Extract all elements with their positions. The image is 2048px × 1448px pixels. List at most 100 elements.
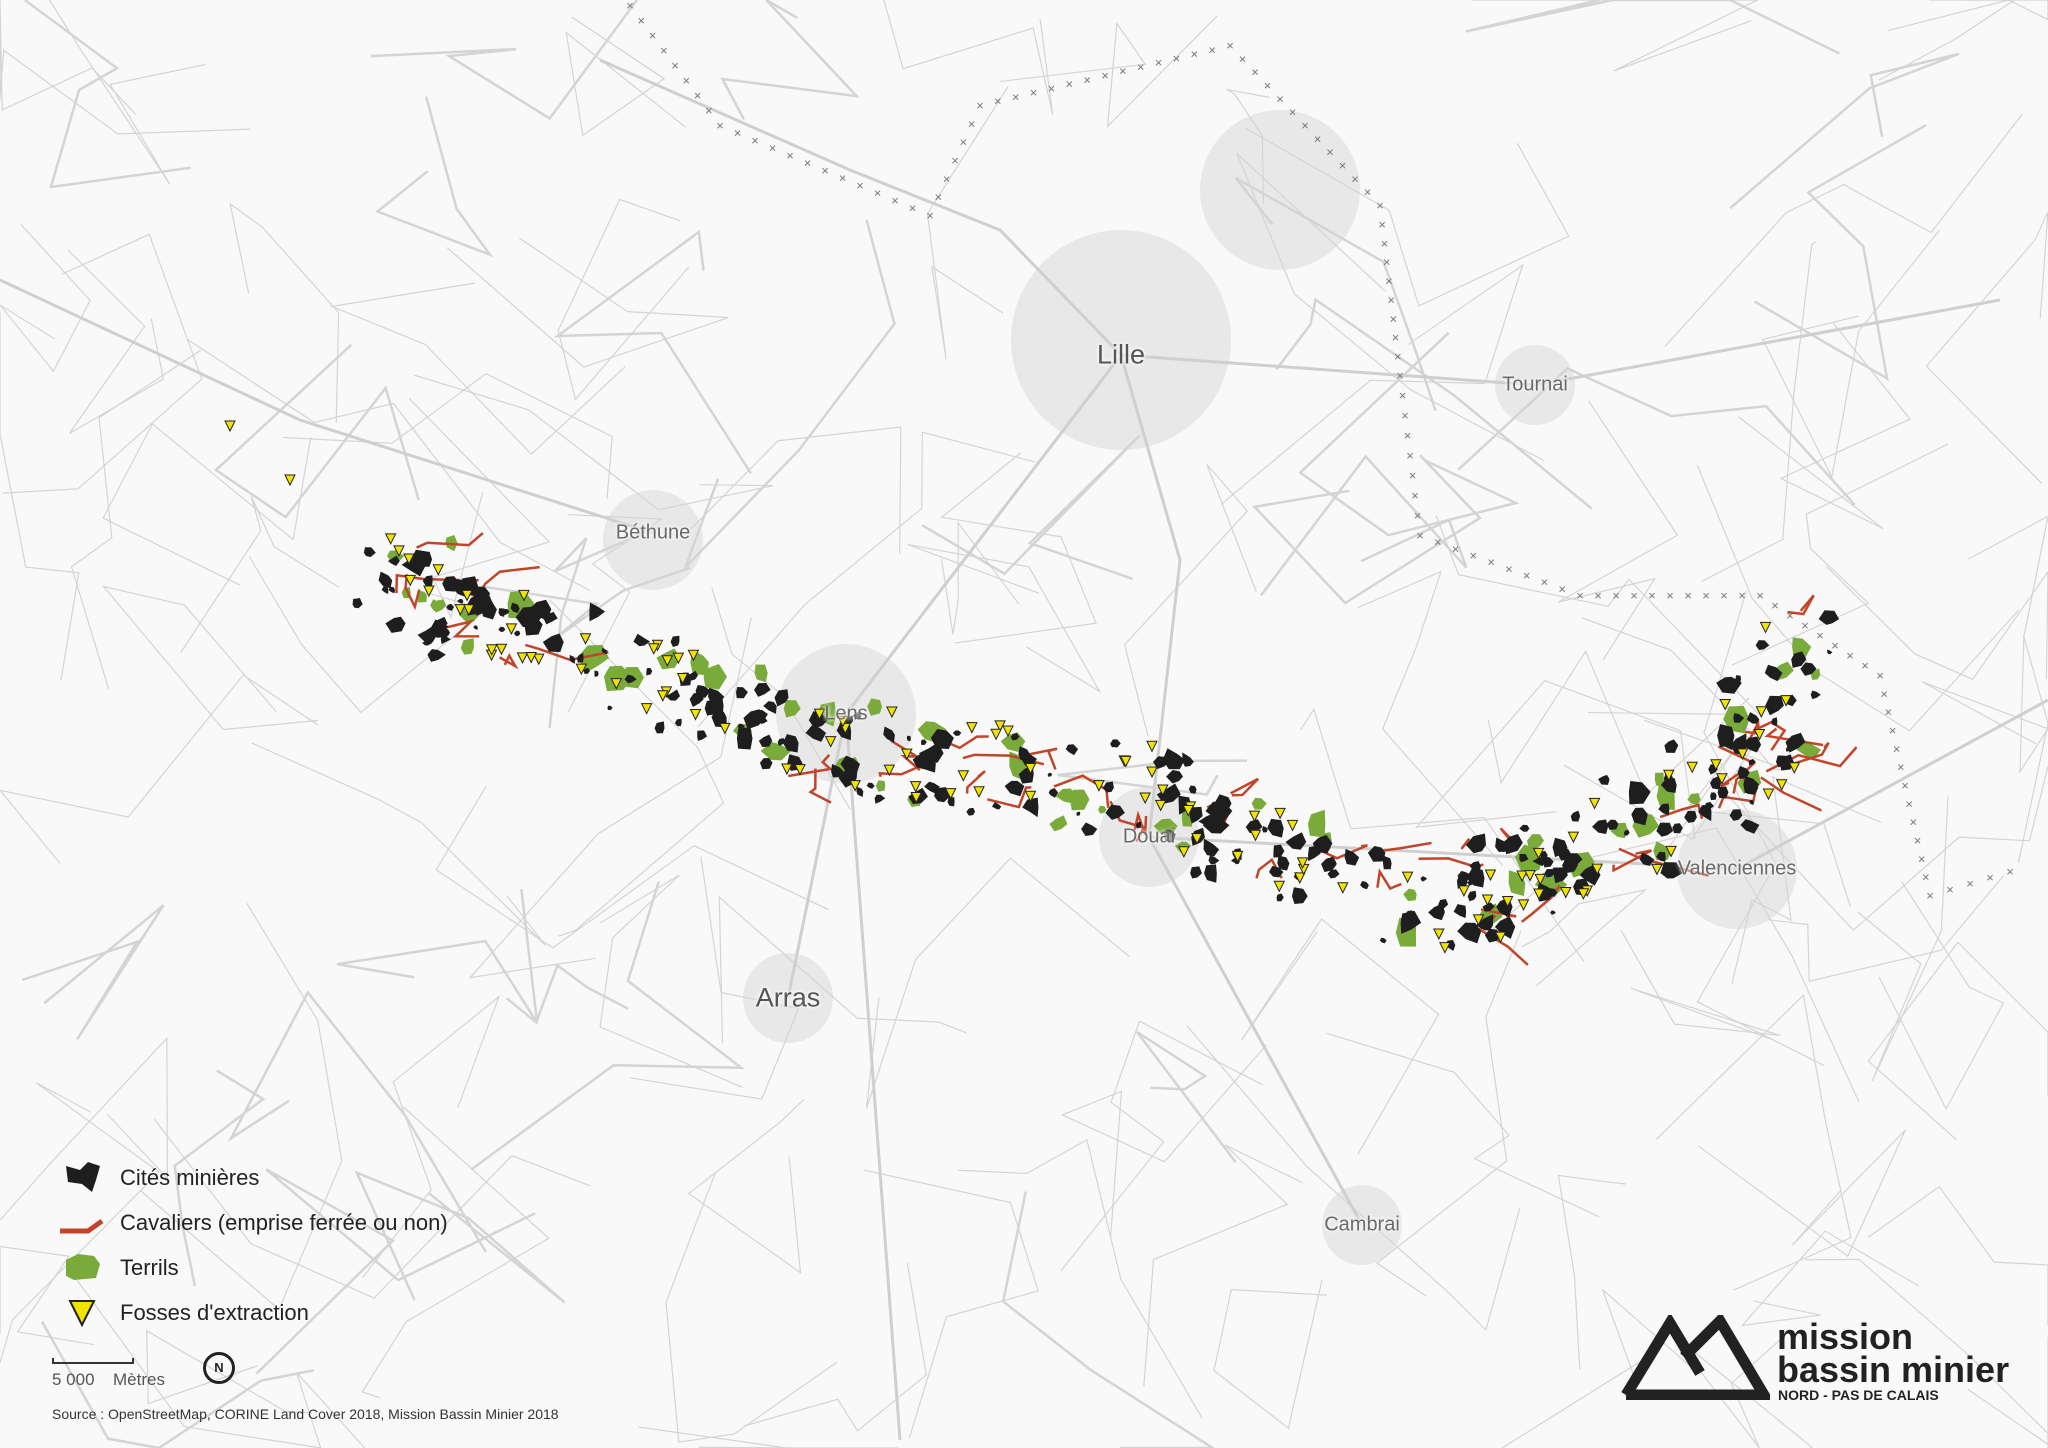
cite-miniere — [1420, 876, 1428, 882]
fosse-extraction — [1755, 706, 1768, 718]
cite-miniere — [763, 701, 777, 714]
border-cross: × — [1239, 51, 1247, 66]
border-cross: × — [1383, 255, 1391, 270]
cite-miniere — [670, 635, 680, 647]
border-cross: × — [1910, 815, 1918, 830]
cite-miniere — [966, 807, 976, 816]
cite-miniere — [1048, 788, 1059, 798]
cite-miniere — [930, 728, 954, 749]
cavalier — [525, 643, 609, 662]
cite-miniere — [759, 717, 768, 724]
fosse-extraction — [1182, 804, 1195, 817]
cite-miniere — [1532, 856, 1547, 867]
road — [863, 1169, 1039, 1439]
road — [146, 1329, 312, 1414]
cite-miniere — [577, 652, 584, 663]
cite-miniere — [654, 721, 665, 734]
road — [1664, 113, 2024, 348]
logo-line1: mission — [1777, 1316, 1914, 1357]
road — [180, 496, 340, 653]
fosse-extraction — [1494, 931, 1507, 944]
cite-miniere — [1102, 781, 1114, 793]
road — [1001, 1191, 1216, 1448]
cite-miniere — [947, 797, 955, 807]
road — [1226, 88, 1270, 205]
fosse-extraction — [1534, 873, 1547, 886]
border-cross: × — [1816, 628, 1824, 643]
road — [1867, 941, 2048, 1141]
border-cross: × — [1470, 548, 1478, 563]
cavalier — [435, 619, 480, 638]
cite-miniere — [467, 593, 488, 616]
road — [1415, 679, 1696, 840]
cite-miniere — [1214, 794, 1232, 811]
major-road — [599, 58, 1123, 357]
fosse-extraction — [1775, 779, 1788, 791]
cite-miniere — [1277, 855, 1290, 871]
road — [684, 219, 896, 568]
cite-miniere — [782, 734, 799, 753]
cite-miniere — [498, 608, 505, 617]
cite-miniere — [1639, 852, 1655, 866]
legend-item-fosses: Fosses d'extraction — [58, 1290, 448, 1335]
fosse-extraction — [1433, 928, 1445, 941]
fosse-extraction — [1439, 942, 1451, 954]
fosse-extraction — [824, 736, 837, 748]
cite-miniere — [1182, 752, 1194, 767]
fosse-extraction — [687, 649, 700, 662]
border-cross: × — [943, 171, 951, 186]
cite-miniere — [1285, 832, 1307, 850]
cavalier — [890, 739, 922, 771]
fosse-extraction — [403, 553, 415, 566]
road — [1878, 881, 2005, 1111]
terril — [432, 599, 447, 613]
cite-miniere — [542, 633, 564, 652]
border-cross: × — [1392, 330, 1400, 345]
border-cross: × — [637, 13, 645, 28]
road — [1888, 0, 2048, 31]
road — [711, 587, 851, 810]
border-cross: × — [1801, 618, 1809, 633]
road — [1620, 929, 1781, 1039]
cite-miniere — [1276, 893, 1284, 902]
border-cross: × — [1155, 55, 1163, 70]
cite-miniere — [1765, 695, 1784, 716]
fosse-extraction — [944, 788, 957, 800]
cite-miniere — [1551, 867, 1560, 874]
cite-miniere — [1660, 862, 1683, 879]
cite-miniere — [736, 686, 748, 699]
road — [1731, 775, 1882, 985]
border-cross: × — [1901, 778, 1909, 793]
road — [1186, 1025, 1521, 1332]
border-cross: × — [1612, 588, 1620, 603]
cite-miniere — [1456, 875, 1468, 889]
cite-miniere — [1545, 888, 1558, 897]
road — [1326, 1032, 1600, 1218]
fosse-extraction — [719, 722, 731, 735]
road — [21, 904, 165, 1041]
cite-miniere — [456, 598, 464, 604]
border-cross: × — [874, 186, 882, 201]
cite-miniere — [1466, 925, 1475, 932]
road — [362, 995, 501, 1278]
border-cross: × — [1404, 428, 1412, 443]
cite-miniere — [1764, 664, 1783, 682]
cavalier — [416, 532, 484, 549]
cite-miniere — [1704, 801, 1715, 810]
cite-miniere — [952, 730, 962, 736]
fosse-extraction — [1780, 695, 1792, 707]
border-cross: × — [1666, 588, 1674, 603]
fosse-extraction — [966, 722, 978, 734]
cite-miniere — [1010, 732, 1020, 741]
cavalier — [1612, 849, 1652, 873]
cite-miniere — [1827, 649, 1833, 655]
fosse-extraction — [1296, 857, 1309, 869]
border-cross: × — [705, 103, 713, 118]
cite-miniere — [1740, 819, 1760, 834]
cite-miniere — [446, 603, 454, 612]
border-cross: × — [1541, 575, 1549, 590]
cite-miniere — [633, 633, 651, 647]
cite-miniere — [1623, 829, 1630, 836]
fosse-extraction — [661, 655, 674, 667]
